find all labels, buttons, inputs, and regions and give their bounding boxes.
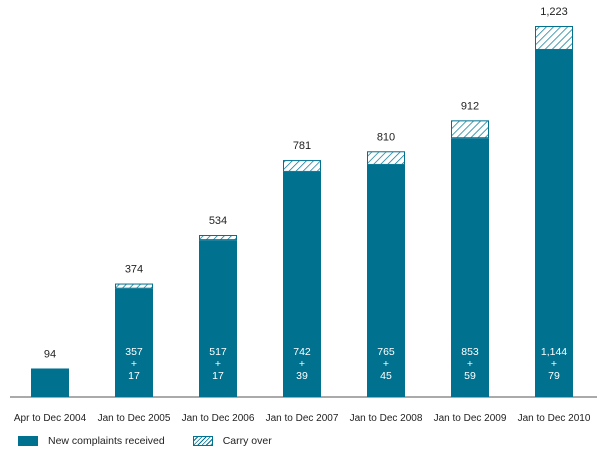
bar-total-label: 912 (461, 100, 479, 112)
bar-inner-label: + (467, 358, 473, 370)
x-tick-label: Jan to Dec 2009 (434, 413, 507, 424)
legend: New complaints received Carry over (18, 432, 300, 450)
x-tick-label: Jan to Dec 2007 (266, 413, 339, 424)
bar-inner-label: 517 (209, 346, 227, 358)
bar-new-complaints (115, 288, 153, 397)
bar-carry-over (367, 151, 405, 165)
bar-total-label: 1,223 (540, 6, 568, 18)
x-tick-label: Apr to Dec 2004 (14, 413, 87, 424)
bar-inner-label: 45 (380, 370, 392, 382)
legend-item-new: New complaints received (18, 435, 165, 447)
bar-carry-over (199, 235, 237, 241)
bar-total-label: 781 (293, 140, 311, 152)
bar-inner-label: + (551, 358, 557, 370)
bar-inner-label: 17 (212, 370, 224, 382)
bar-inner-label: 59 (464, 370, 476, 382)
legend-label-new: New complaints received (48, 435, 165, 447)
legend-swatch-carry (192, 436, 213, 446)
bar-inner-label: 79 (548, 370, 560, 382)
bar-inner-label: + (215, 358, 221, 370)
bar-inner-label: 742 (293, 346, 311, 358)
bar-inner-label: 357 (125, 346, 143, 358)
bar-new-complaints (367, 164, 405, 397)
bar-new-complaints (535, 49, 573, 397)
bar-inner-label: 1,144 (541, 346, 567, 358)
bar-inner-label: 853 (461, 346, 479, 358)
legend-swatch-new (18, 436, 38, 446)
x-tick-label: Jan to Dec 2005 (98, 413, 171, 424)
bar-inner-label: + (131, 358, 137, 370)
bar-new-complaints (451, 138, 489, 397)
bar-inner-label: + (299, 358, 305, 370)
bar-new-complaints (199, 240, 237, 397)
legend-item-carry: Carry over (192, 435, 272, 447)
bar-inner-label: 39 (296, 370, 308, 382)
bar-carry-over (451, 120, 489, 139)
bar-inner-label: + (383, 358, 389, 370)
x-tick-label: Jan to Dec 2006 (182, 413, 255, 424)
bar-carry-over (283, 160, 321, 172)
bar-total-label: 94 (44, 348, 56, 360)
legend-label-carry: Carry over (222, 435, 272, 447)
bar-carry-over (115, 283, 153, 289)
bar-new-complaints (31, 368, 69, 397)
bar-new-complaints (283, 171, 321, 397)
bar-total-label: 374 (125, 264, 143, 276)
bar-total-label: 810 (377, 131, 395, 143)
x-tick-label: Jan to Dec 2010 (518, 413, 591, 424)
bar-inner-label: 17 (128, 370, 140, 382)
bar-carry-over (535, 26, 573, 50)
bar-inner-label: 765 (377, 346, 395, 358)
x-tick-label: Jan to Dec 2008 (350, 413, 423, 424)
bar-total-label: 534 (209, 215, 227, 227)
